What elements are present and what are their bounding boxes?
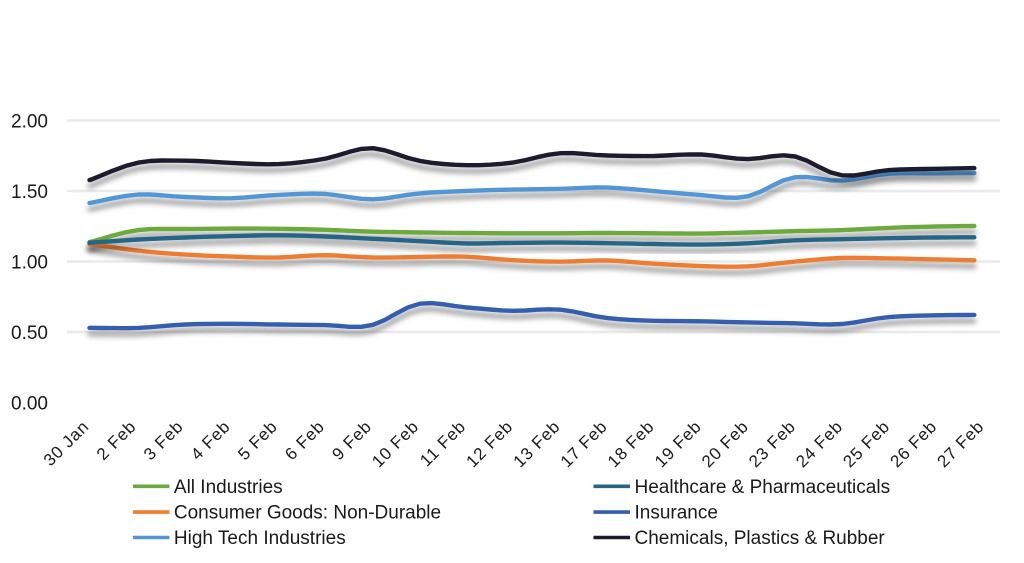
svg-text:0.00: 0.00	[11, 393, 48, 414]
svg-text:2.00: 2.00	[11, 111, 48, 132]
svg-text:Chemicals, Plastics & Rubber: Chemicals, Plastics & Rubber	[635, 528, 886, 549]
svg-text:Consumer Goods: Non-Durable: Consumer Goods: Non-Durable	[174, 503, 441, 524]
svg-text:1.50: 1.50	[11, 182, 48, 203]
svg-text:All Industries: All Industries	[174, 477, 283, 498]
svg-text:0.50: 0.50	[11, 323, 48, 344]
svg-text:Insurance: Insurance	[635, 503, 718, 524]
svg-text:1.00: 1.00	[11, 252, 48, 273]
svg-text:Healthcare & Pharmaceuticals: Healthcare & Pharmaceuticals	[635, 477, 891, 498]
svg-text:High Tech Industries: High Tech Industries	[174, 528, 346, 549]
